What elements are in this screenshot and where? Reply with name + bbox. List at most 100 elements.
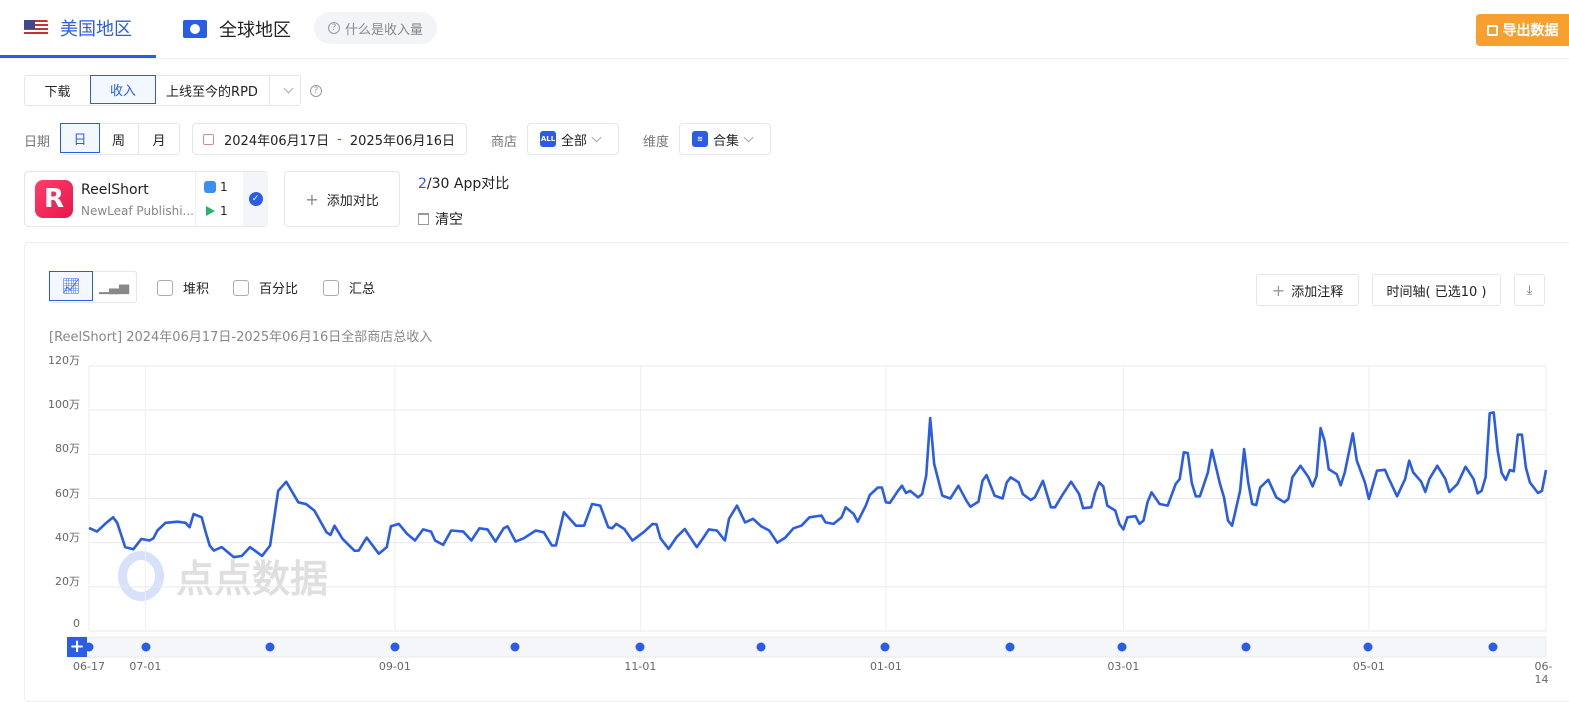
export-data-button[interactable]: 导出数据: [1476, 14, 1569, 46]
checkbox-icon: [323, 279, 339, 296]
tab-global-region[interactable]: 全球地区: [172, 0, 302, 58]
x-tick-label: 06-17: [73, 660, 105, 673]
checkbox-icon: [157, 279, 173, 296]
y-tick-label: 80万: [55, 442, 80, 456]
line-chart-button[interactable]: 📈︎: [49, 271, 93, 301]
granularity-day[interactable]: 日: [60, 123, 100, 153]
tab-label: 美国地区: [60, 18, 132, 40]
date-range-picker[interactable]: 2024年06月17日 - 2025年06月16日: [192, 123, 467, 155]
download-icon: ⤓: [1526, 282, 1533, 298]
platform-counts: 1 1: [195, 172, 243, 226]
help-text: 什么是收入量: [345, 22, 424, 38]
chart-title: [ReelShort] 2024年06月17日-2025年06月16日全部商店总…: [49, 330, 433, 345]
granularity-month[interactable]: 月: [152, 133, 166, 149]
dimension-value: 合集: [713, 133, 740, 149]
timeline-marker: [390, 642, 400, 652]
date-label: 日期: [24, 135, 51, 150]
app-name: ReelShort: [81, 182, 149, 198]
help-icon[interactable]: ?: [310, 85, 322, 97]
app-card[interactable]: R ReelShort NewLeaf Publishi... 1 1 ✓: [24, 171, 268, 227]
trash-icon: [418, 213, 429, 225]
dimension-dropdown[interactable]: ≋ 合集: [679, 123, 771, 155]
y-tick-label: 0: [73, 617, 80, 630]
what-is-revenue-link[interactable]: ? 什么是收入量: [314, 12, 438, 44]
add-compare-label: 添加对比: [326, 193, 379, 209]
reelshort-app-icon: R: [35, 180, 73, 218]
timeline-marker: [880, 642, 890, 652]
store-label: 商店: [491, 135, 518, 150]
x-tick-label: 07-01: [129, 660, 162, 673]
bar-chart-button[interactable]: ▁▃▅: [92, 272, 136, 302]
y-tick-label: 60万: [55, 486, 80, 500]
clear-label: 清空: [435, 212, 463, 228]
app-publisher: NewLeaf Publishi...: [81, 204, 194, 218]
timeline-marker: [265, 642, 275, 652]
external-link-icon: [1486, 24, 1498, 36]
granularity-selector: 日 周 月: [60, 123, 180, 155]
divider: [0, 58, 1569, 59]
x-tick-label: 03-01: [1107, 660, 1140, 673]
timeline-marker: [1488, 642, 1498, 652]
app-store-icon: [204, 181, 216, 193]
start-date: 2024年06月17日: [224, 133, 330, 149]
checkbox-label: 百分比: [259, 282, 299, 297]
timeline-marker: [635, 642, 645, 652]
checkbox-icon: [233, 279, 249, 296]
revenue-series-line: [88, 411, 1548, 559]
gp-count: 1: [220, 204, 228, 218]
y-tick-label: 100万: [48, 398, 80, 412]
timeline-track: [68, 636, 1547, 658]
compare-current: 2: [418, 176, 427, 192]
check-circle-icon: ✓: [248, 192, 263, 206]
checkbox-label: 堆积: [183, 282, 210, 297]
add-annotation-button[interactable]: + 添加注释: [1256, 274, 1359, 306]
add-compare-button[interactable]: + 添加对比: [284, 171, 400, 227]
x-tick-label: 05-01: [1352, 660, 1385, 673]
watermark-logo: 点点数据: [118, 548, 328, 603]
timeline-marker: [510, 642, 520, 652]
line-chart-icon: 📈︎: [61, 277, 81, 295]
chart-type-toggle: 📈︎ ▁▃▅: [49, 271, 137, 303]
layers-icon: ≋: [692, 131, 708, 147]
help-icon: ?: [328, 22, 340, 34]
compare-total: /30 App对比: [426, 176, 510, 192]
store-dropdown[interactable]: ALL 全部: [527, 123, 619, 155]
timeline-button[interactable]: 时间轴( 已选10 ): [1372, 274, 1501, 306]
add-annotation-label: 添加注释: [1291, 284, 1344, 300]
sum-checkbox[interactable]: 汇总: [323, 278, 375, 297]
bar-chart-icon: ▁▃▅: [99, 279, 129, 295]
metric-rpd[interactable]: 上线至今的RPD: [155, 76, 270, 105]
date-separator: -: [337, 131, 342, 147]
metric-selector: 下载 收入 上线至今的RPD: [24, 75, 301, 106]
expand-timeline-button[interactable]: +: [67, 637, 87, 657]
metric-revenue[interactable]: 收入: [90, 75, 156, 104]
app-select-toggle[interactable]: ✓: [243, 172, 268, 226]
clear-button[interactable]: 清空: [418, 209, 463, 229]
y-tick-label: 120万: [48, 354, 80, 367]
all-stores-icon: ALL: [540, 131, 556, 147]
percent-checkbox[interactable]: 百分比: [233, 278, 298, 297]
timeline-marker: [1241, 642, 1251, 652]
line-chart: [68, 365, 1548, 658]
globe-icon: [183, 20, 207, 38]
google-play-icon: [206, 206, 215, 216]
plus-icon: +: [1271, 280, 1286, 300]
watermark-icon: [118, 550, 164, 601]
tab-label: 全球地区: [219, 20, 291, 41]
stack-checkbox[interactable]: 堆积: [157, 278, 209, 297]
y-tick-label: 40万: [55, 530, 80, 544]
store-value: 全部: [561, 133, 588, 149]
compare-count: 2/30 App对比: [418, 173, 509, 193]
download-button[interactable]: ⤓: [1514, 274, 1545, 306]
granularity-week[interactable]: 周: [99, 124, 139, 154]
tab-us-region[interactable]: 美国地区: [0, 0, 156, 58]
x-tick-label: 11-01: [624, 660, 657, 673]
timeline-marker: [1363, 642, 1373, 652]
us-flag-icon: [24, 19, 48, 36]
watermark-text: 点点数据: [176, 557, 329, 601]
x-tick-label: 01-01: [869, 660, 902, 673]
calendar-icon: [203, 133, 214, 145]
timeline-marker: [141, 642, 151, 652]
plus-icon: +: [305, 189, 319, 209]
checkbox-label: 汇总: [349, 282, 376, 297]
